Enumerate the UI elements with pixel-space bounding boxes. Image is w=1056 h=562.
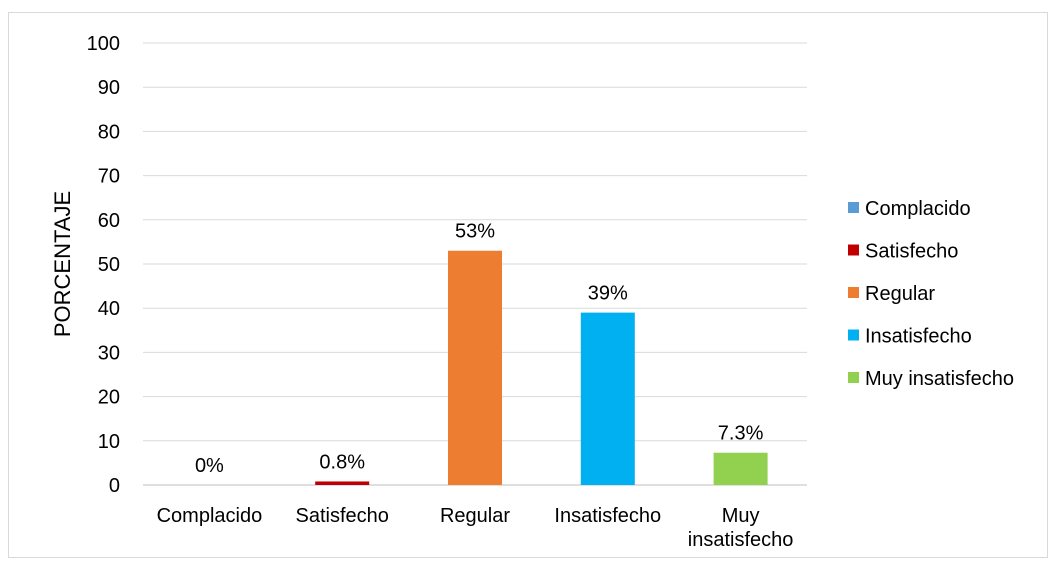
legend-label: Muy insatisfecho <box>865 368 1014 390</box>
legend: Complacido Satisfecho Regular Insatisfecho M… <box>848 198 1014 390</box>
legend-item: Regular <box>848 283 935 305</box>
legend-swatch <box>848 287 859 298</box>
data-labels: 0% 0.8% 53% 39% 7.3% <box>195 221 764 477</box>
bar <box>580 312 635 485</box>
x-category-label: insatisfecho <box>688 529 794 551</box>
y-axis-ticks: 0 10 20 30 40 50 60 70 80 90 100 <box>87 33 120 497</box>
data-label: 53% <box>455 221 495 243</box>
y-tick-label: 20 <box>98 387 120 409</box>
x-category-label: Regular <box>440 505 510 527</box>
legend-swatch <box>848 329 859 341</box>
y-tick-label: 80 <box>98 121 120 143</box>
legend-label: Complacido <box>865 198 971 220</box>
y-tick-label: 0 <box>109 475 120 497</box>
x-axis-categories: Complacido Satisfecho Regular Insatisfecho M… <box>157 505 794 551</box>
y-axis-title: PORCENTAJE <box>50 191 75 337</box>
y-tick-label: 40 <box>98 298 120 320</box>
chart-frame <box>8 12 1048 558</box>
legend-item: Complacido <box>848 198 971 220</box>
y-tick-label: 30 <box>98 342 120 364</box>
data-label: 7.3% <box>718 423 764 445</box>
y-tick-label: 50 <box>98 254 120 276</box>
x-category-label: Muy <box>722 505 760 527</box>
y-tick-label: 100 <box>87 33 120 55</box>
gridlines <box>143 42 807 486</box>
y-tick-label: 70 <box>98 166 120 188</box>
legend-item: Muy insatisfecho <box>848 368 1014 390</box>
legend-swatch <box>848 202 859 213</box>
data-label: 0.8% <box>319 451 365 473</box>
legend-item: Insatisfecho <box>848 326 972 348</box>
legend-label: Satisfecho <box>865 241 958 263</box>
bars <box>315 250 768 485</box>
x-category-label: Insatisfecho <box>554 505 661 527</box>
bar <box>315 481 370 485</box>
legend-label: Insatisfecho <box>865 326 972 348</box>
legend-swatch <box>848 244 859 256</box>
bar <box>448 250 502 485</box>
y-tick-label: 90 <box>98 77 120 99</box>
legend-item: Satisfecho <box>848 241 958 263</box>
legend-label: Regular <box>865 283 935 305</box>
y-tick-label: 60 <box>98 210 120 232</box>
y-tick-label: 10 <box>98 431 120 453</box>
x-category-label: Complacido <box>157 505 263 527</box>
legend-swatch <box>848 372 859 383</box>
data-label: 39% <box>588 283 628 305</box>
x-category-label: Satisfecho <box>296 505 389 527</box>
data-label: 0% <box>195 455 224 477</box>
bar <box>713 452 768 485</box>
